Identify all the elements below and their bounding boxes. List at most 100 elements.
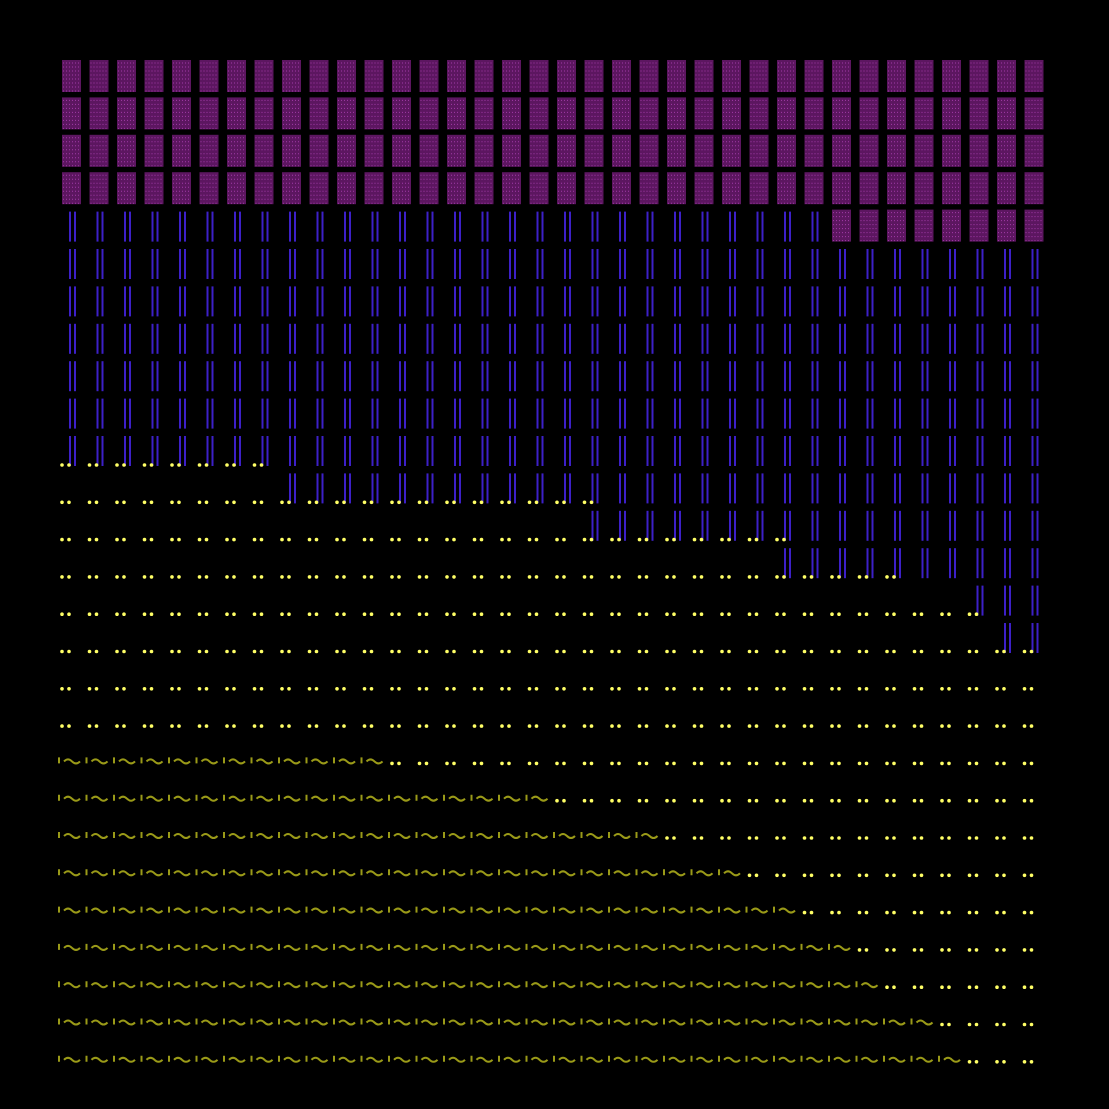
yellow-dot	[445, 575, 449, 579]
olive-wave	[498, 906, 521, 914]
yellow-dot	[177, 612, 181, 616]
olive-wave	[250, 1055, 274, 1063]
yellow-dot	[452, 612, 456, 616]
yellow-dot	[885, 836, 889, 840]
yellow-dot	[864, 798, 869, 803]
yellow-dot	[617, 649, 621, 654]
yellow-dot	[589, 687, 594, 691]
yellow-dot	[562, 761, 566, 766]
yellow-dot	[940, 1022, 944, 1027]
olive-wave	[360, 943, 384, 951]
yellow-dot	[67, 463, 71, 467]
yellow-dot	[967, 985, 972, 989]
yellow-dot	[342, 649, 346, 654]
yellow-dot	[1002, 687, 1006, 691]
yellow-dot	[225, 463, 229, 467]
yellow-dot	[67, 537, 71, 542]
yellow-dot	[472, 687, 477, 691]
yellow-dot	[87, 500, 92, 505]
olive-wave	[608, 943, 631, 951]
yellow-dot	[995, 1022, 999, 1027]
purple-block	[502, 134, 521, 167]
yellow-dot	[94, 687, 99, 691]
yellow-dot	[692, 687, 697, 691]
purple-block	[639, 60, 659, 92]
olive-wave	[553, 1055, 576, 1063]
yellow-dot	[60, 575, 64, 579]
olive-wave	[553, 943, 576, 951]
olive-wave	[388, 794, 411, 802]
yellow-dot	[699, 687, 704, 691]
yellow-dot	[610, 761, 614, 766]
yellow-dot	[287, 537, 291, 542]
olive-wave	[553, 981, 576, 989]
purple-block	[254, 134, 274, 167]
purple-block	[997, 172, 1016, 205]
yellow-dot	[892, 873, 896, 878]
yellow-dot	[197, 500, 202, 505]
yellow-dot	[617, 761, 621, 766]
olive-wave	[690, 981, 714, 989]
yellow-dot	[775, 575, 779, 579]
yellow-dot	[562, 687, 566, 691]
olive-wave	[360, 757, 384, 765]
yellow-dot	[527, 575, 532, 579]
purple-block	[502, 172, 521, 205]
yellow-dot	[582, 575, 587, 579]
olive-wave	[195, 869, 219, 877]
yellow-dot	[204, 537, 209, 542]
yellow-dot	[225, 649, 229, 654]
olive-wave	[250, 757, 274, 765]
yellow-dot	[699, 575, 704, 579]
olive-wave	[608, 1018, 631, 1026]
yellow-dot	[809, 612, 814, 616]
yellow-dot	[644, 724, 649, 728]
yellow-dot	[637, 761, 642, 766]
yellow-dot	[864, 761, 869, 766]
olive-wave	[553, 1018, 576, 1026]
yellow-dot	[919, 910, 924, 915]
yellow-dot	[472, 649, 477, 654]
olive-wave	[168, 832, 191, 839]
yellow-dot	[892, 761, 896, 766]
yellow-dot	[369, 575, 374, 579]
olive-wave	[470, 869, 494, 877]
olive-wave	[910, 1055, 934, 1063]
yellow-dot	[782, 724, 786, 728]
purple-block	[584, 97, 604, 130]
yellow-dot	[692, 575, 697, 579]
yellow-dot	[87, 649, 92, 654]
yellow-dot	[369, 687, 374, 691]
purple-block	[502, 60, 521, 92]
yellow-dot	[864, 649, 869, 654]
yellow-dot	[500, 537, 504, 542]
yellow-dot	[307, 649, 312, 654]
yellow-dot	[582, 724, 587, 728]
yellow-dot	[720, 687, 724, 691]
yellow-dot	[252, 537, 257, 542]
olive-wave	[305, 943, 329, 951]
purple-block	[969, 172, 989, 205]
yellow-dot	[720, 649, 724, 654]
purple-block	[172, 60, 191, 92]
purple-block	[639, 134, 659, 167]
yellow-dot	[582, 798, 587, 803]
yellow-dot	[802, 798, 807, 803]
purple-block	[1024, 97, 1044, 130]
yellow-dot	[500, 649, 504, 654]
yellow-dot	[507, 687, 511, 691]
purple-block	[914, 134, 934, 167]
yellow-dot	[912, 687, 917, 691]
yellow-dot	[417, 537, 422, 542]
yellow-dot	[259, 537, 264, 542]
olive-wave	[305, 794, 329, 802]
yellow-dot	[720, 836, 724, 840]
purple-block	[942, 172, 961, 205]
purple-block	[337, 60, 356, 92]
olive-wave	[525, 1055, 549, 1063]
yellow-dot	[727, 724, 731, 728]
yellow-dot	[782, 798, 786, 803]
yellow-dot	[809, 724, 814, 728]
olive-wave	[278, 1055, 301, 1063]
yellow-dot	[802, 687, 807, 691]
